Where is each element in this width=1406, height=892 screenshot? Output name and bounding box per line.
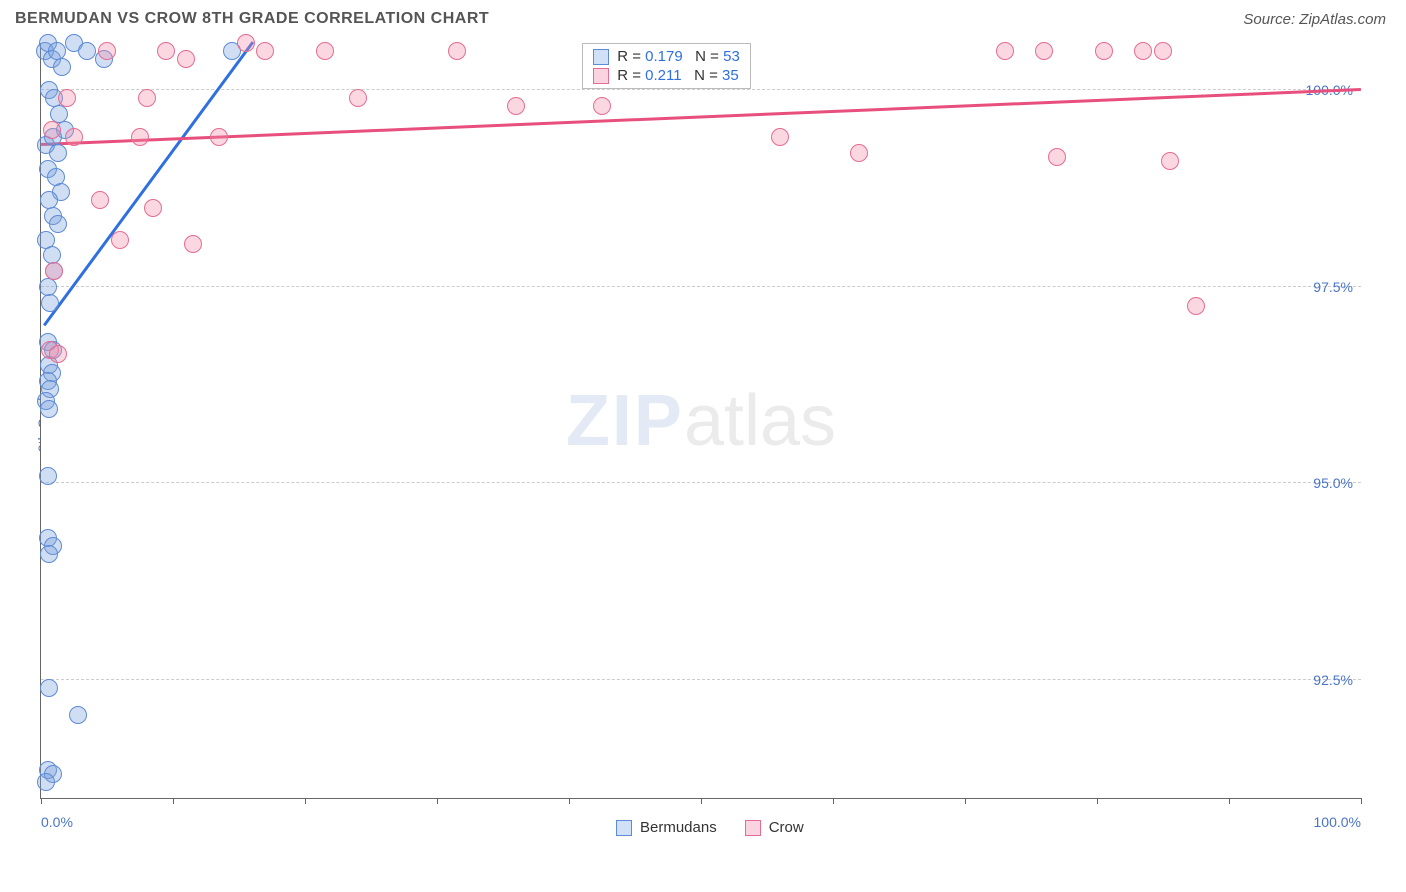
- scatter-point-crow: [1035, 42, 1053, 60]
- scatter-point-bermudans: [37, 773, 55, 791]
- x-tick: [965, 798, 966, 804]
- legend-swatch-bermudans: [616, 820, 632, 836]
- scatter-point-bermudans: [40, 400, 58, 418]
- swatch-bermudans: [593, 49, 609, 65]
- stats-row-crow: R = 0.211 N = 35: [593, 67, 740, 84]
- scatter-point-crow: [43, 121, 61, 139]
- source-name: ZipAtlas.com: [1299, 11, 1386, 28]
- scatter-point-bermudans: [53, 58, 71, 76]
- x-tick: [569, 798, 570, 804]
- x-axis-min-label: 0.0%: [41, 814, 73, 830]
- gridline: [41, 89, 1361, 90]
- gridline: [41, 679, 1361, 680]
- scatter-point-bermudans: [49, 215, 67, 233]
- scatter-point-crow: [91, 191, 109, 209]
- scatter-point-crow: [507, 97, 525, 115]
- x-tick: [1097, 798, 1098, 804]
- scatter-point-crow: [111, 231, 129, 249]
- scatter-point-crow: [210, 128, 228, 146]
- chart-container: 8th Grade ZIPatlas 92.5%95.0%97.5%100.0%…: [40, 43, 1406, 799]
- scatter-point-crow: [98, 42, 116, 60]
- gridline: [41, 286, 1361, 287]
- x-axis-max-label: 100.0%: [1314, 814, 1361, 830]
- stats-row-bermudans: R = 0.179 N = 53: [593, 48, 740, 65]
- watermark-part2: atlas: [684, 381, 836, 461]
- scatter-point-crow: [1161, 152, 1179, 170]
- scatter-point-bermudans: [78, 42, 96, 60]
- scatter-point-crow: [49, 345, 67, 363]
- scatter-point-bermudans: [69, 706, 87, 724]
- x-tick: [437, 798, 438, 804]
- scatter-point-bermudans: [49, 144, 67, 162]
- legend-item-crow: Crow: [745, 819, 804, 836]
- scatter-point-crow: [177, 50, 195, 68]
- scatter-point-crow: [316, 42, 334, 60]
- watermark-part1: ZIP: [566, 381, 684, 461]
- y-tick-label: 95.0%: [1313, 475, 1353, 491]
- scatter-point-bermudans: [39, 467, 57, 485]
- scatter-point-crow: [771, 128, 789, 146]
- legend-label-bermudans: Bermudans: [640, 819, 717, 836]
- scatter-point-crow: [45, 262, 63, 280]
- x-tick: [1361, 798, 1362, 804]
- scatter-point-crow: [448, 42, 466, 60]
- source-credit: Source: ZipAtlas.com: [1243, 11, 1386, 28]
- source-prefix: Source:: [1243, 11, 1299, 28]
- scatter-point-crow: [144, 199, 162, 217]
- swatch-crow: [593, 68, 609, 84]
- scatter-point-bermudans: [40, 545, 58, 563]
- scatter-point-crow: [237, 34, 255, 52]
- scatter-point-crow: [1095, 42, 1113, 60]
- legend-item-bermudans: Bermudans: [616, 819, 717, 836]
- scatter-point-crow: [1154, 42, 1172, 60]
- scatter-point-bermudans: [41, 294, 59, 312]
- trend-line-crow: [41, 88, 1361, 146]
- page-title: BERMUDAN VS CROW 8TH GRADE CORRELATION C…: [15, 10, 489, 28]
- scatter-point-crow: [850, 144, 868, 162]
- scatter-point-crow: [1134, 42, 1152, 60]
- scatter-point-crow: [256, 42, 274, 60]
- scatter-point-crow: [996, 42, 1014, 60]
- scatter-point-crow: [1048, 148, 1066, 166]
- y-tick-label: 97.5%: [1313, 279, 1353, 295]
- scatter-point-crow: [138, 89, 156, 107]
- scatter-plot: ZIPatlas 92.5%95.0%97.5%100.0%0.0%100.0%…: [40, 43, 1361, 799]
- y-tick-label: 92.5%: [1313, 672, 1353, 688]
- stats-text-crow: R = 0.211 N = 35: [617, 67, 739, 84]
- legend-label-crow: Crow: [769, 819, 804, 836]
- scatter-point-crow: [184, 235, 202, 253]
- x-tick: [41, 798, 42, 804]
- scatter-point-crow: [349, 89, 367, 107]
- scatter-point-crow: [157, 42, 175, 60]
- correlation-stats-box: R = 0.179 N = 53 R = 0.211 N = 35: [582, 43, 751, 89]
- x-tick: [1229, 798, 1230, 804]
- gridline: [41, 482, 1361, 483]
- scatter-point-bermudans: [40, 679, 58, 697]
- x-tick: [305, 798, 306, 804]
- x-tick: [173, 798, 174, 804]
- legend: Bermudans Crow: [616, 819, 804, 836]
- scatter-point-crow: [593, 97, 611, 115]
- legend-swatch-crow: [745, 820, 761, 836]
- x-tick: [833, 798, 834, 804]
- scatter-point-crow: [131, 128, 149, 146]
- x-tick: [701, 798, 702, 804]
- trend-line-bermudans: [43, 41, 254, 326]
- watermark: ZIPatlas: [566, 380, 836, 462]
- scatter-point-crow: [65, 128, 83, 146]
- stats-text-bermudans: R = 0.179 N = 53: [617, 48, 740, 65]
- scatter-point-crow: [1187, 297, 1205, 315]
- scatter-point-crow: [58, 89, 76, 107]
